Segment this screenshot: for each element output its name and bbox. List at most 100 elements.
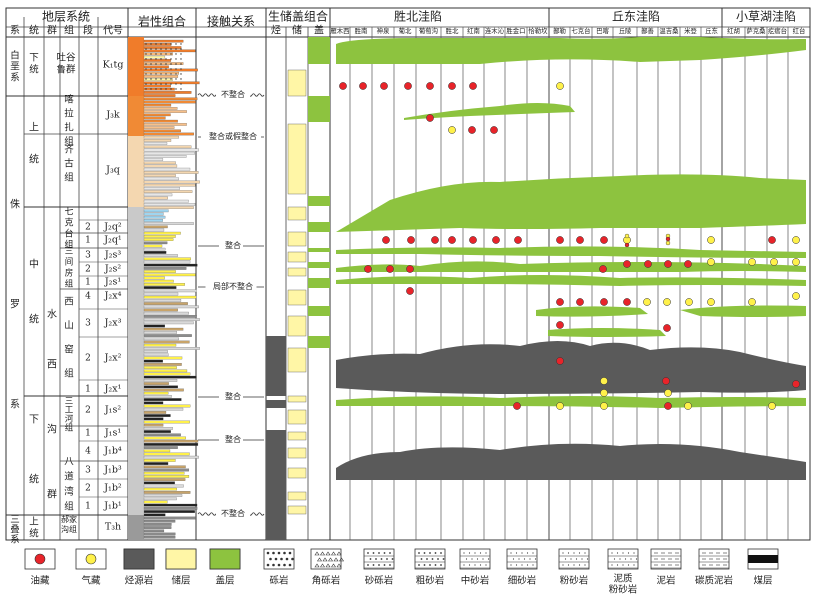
label-char: 系 xyxy=(10,399,20,411)
lith-bar xyxy=(143,177,179,181)
legend-pattern xyxy=(570,558,572,560)
gas-reservoir-marker xyxy=(664,389,672,397)
lith-dot xyxy=(155,88,157,90)
label-char: 组 xyxy=(64,239,73,251)
system-jurassic-2: 罗 xyxy=(10,299,20,311)
legend-label: 粉砂岩 xyxy=(560,575,589,587)
oil-reservoir-marker xyxy=(448,82,456,90)
label-char: 窑 xyxy=(64,344,74,356)
formation-code: J₂x³ xyxy=(104,318,122,329)
legend-fill xyxy=(123,548,155,570)
gas-reservoir-icon xyxy=(75,548,107,570)
well-name: 红南 xyxy=(467,26,480,35)
subheader-统: 统 xyxy=(29,24,39,37)
legend-pattern xyxy=(523,558,526,560)
oil-reservoir-marker xyxy=(556,298,564,306)
lith-bar xyxy=(143,81,200,85)
formation-code: J₁b¹ xyxy=(103,501,122,512)
lith-dot xyxy=(150,48,152,50)
lith-bar xyxy=(143,391,169,395)
legend-pattern xyxy=(283,563,286,567)
legend-pattern xyxy=(375,558,377,560)
legend-item: 角砾岩 xyxy=(310,548,345,587)
subheader-chu: 储 xyxy=(292,24,302,37)
oil-reservoir-marker xyxy=(513,402,521,410)
well-name: 巴喀 xyxy=(596,26,609,35)
lith-bar xyxy=(143,225,168,229)
legend-pattern xyxy=(573,564,575,566)
legend-pattern xyxy=(431,558,434,560)
oil-reservoir-marker xyxy=(768,236,776,244)
well-name: 胜南 xyxy=(355,26,368,35)
oil-reservoir-marker xyxy=(406,287,414,295)
lith-dot xyxy=(170,43,172,45)
label-char: 三 xyxy=(65,247,74,257)
lith-dot xyxy=(160,78,162,80)
lith-bar xyxy=(143,151,195,155)
legend-box xyxy=(459,548,491,570)
lith-bar xyxy=(143,311,189,315)
lith-dot xyxy=(175,78,177,80)
lith-bar xyxy=(143,526,172,529)
label-char: 组 xyxy=(64,136,74,148)
lith-bar xyxy=(143,276,165,280)
legend-pattern xyxy=(562,552,564,554)
lith-bar xyxy=(143,203,196,206)
lith-bar xyxy=(143,443,199,446)
lith-bar xyxy=(143,388,184,392)
legend-pattern xyxy=(266,563,270,567)
legend-pattern xyxy=(567,552,570,554)
legend-pattern xyxy=(567,564,570,566)
legend-pattern xyxy=(622,552,624,554)
legend-item: 盖层 xyxy=(209,548,241,587)
lith-bar xyxy=(143,372,191,376)
oil-reservoir-marker xyxy=(600,236,608,244)
mudstone-icon xyxy=(650,548,682,570)
oil-reservoir-marker xyxy=(490,126,498,134)
contact-label-bg xyxy=(219,391,243,403)
lith-bar xyxy=(143,532,176,536)
label-char: 群 xyxy=(47,488,57,501)
oil-reservoir-marker xyxy=(623,298,631,306)
label-char: 扎 xyxy=(64,122,74,134)
lith-dot xyxy=(175,53,177,55)
sgc-cap-block xyxy=(308,196,330,206)
lith-bar xyxy=(143,401,164,405)
label-char: 克 xyxy=(64,218,73,229)
lith-bar xyxy=(143,139,172,142)
oil-reservoir-marker xyxy=(380,82,388,90)
lith-bar xyxy=(143,164,178,168)
label-char: 侏 xyxy=(10,199,20,211)
lith-bar xyxy=(143,228,165,232)
formation-code: J₁b⁴ xyxy=(103,446,122,457)
label-char: 白 xyxy=(10,50,20,62)
lith-bar xyxy=(143,39,184,43)
gas-reservoir-marker xyxy=(556,402,564,410)
formation-code: J₁b² xyxy=(103,483,122,494)
outer-frame xyxy=(5,7,811,541)
lith-bar xyxy=(143,420,190,424)
oil-reservoir-icon xyxy=(24,548,56,570)
oil-reservoir-marker xyxy=(431,236,439,244)
legend-pattern xyxy=(372,564,375,566)
subheader-代号: 代号 xyxy=(103,25,123,37)
legend-item: 泥岩 xyxy=(650,548,682,587)
lith-dot xyxy=(145,48,147,50)
oil-reservoir-marker-small xyxy=(624,242,630,248)
lith-dot xyxy=(180,78,182,80)
label-char: 系 xyxy=(10,73,20,84)
group-shuixigou: 西 xyxy=(47,360,57,371)
lith-bar xyxy=(143,97,198,101)
lith-bar xyxy=(143,385,178,389)
lith-bar xyxy=(143,292,179,296)
series-middle: 统 xyxy=(29,313,39,326)
legend-pattern xyxy=(336,563,342,568)
well-name: 米登 xyxy=(684,26,697,35)
legend-pattern xyxy=(515,552,518,554)
lith-bar xyxy=(143,215,166,219)
legend-box xyxy=(558,548,590,570)
legend-pattern xyxy=(482,558,484,560)
source-rock-badaowan xyxy=(336,443,806,480)
